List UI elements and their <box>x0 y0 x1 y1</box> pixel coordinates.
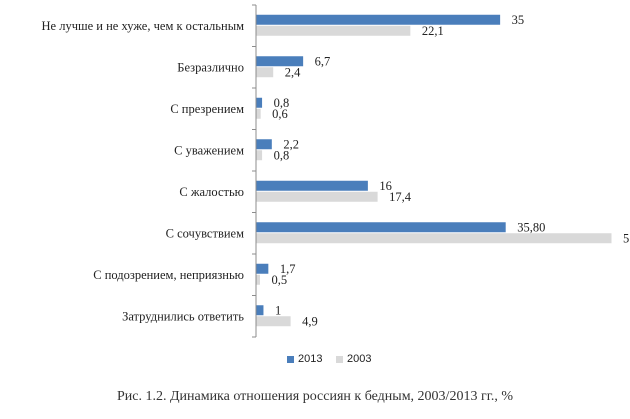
legend-swatch-2003 <box>336 355 343 363</box>
data-label-2013: 35 <box>512 13 525 27</box>
data-label-2003: 0,5 <box>271 273 287 287</box>
category-label: Затруднились ответить <box>122 309 244 323</box>
bar-2013 <box>256 180 368 191</box>
category-label: С уважением <box>174 143 244 157</box>
legend-item-2013: 2013 <box>287 353 322 365</box>
data-label-2013: 0,8 <box>274 96 290 110</box>
legend-label-2013: 2013 <box>298 353 323 365</box>
category-label: С сочувствием <box>166 226 244 240</box>
figure-caption: Рис. 1.2. Динамика отношения россиян к б… <box>116 389 514 404</box>
bar-2003 <box>256 25 411 36</box>
value-labels: 3522,16,72,40,80,62,20,81617,435,8051,00… <box>271 13 630 329</box>
data-label-2013: 6,7 <box>315 54 331 68</box>
bar-2003 <box>256 191 378 202</box>
bar-2003 <box>256 108 261 119</box>
data-label-2013: 2,2 <box>283 137 299 151</box>
bar-2003 <box>256 233 612 244</box>
bar-2013 <box>256 97 263 108</box>
bar-2013 <box>256 56 304 67</box>
data-label-2013: 1 <box>275 303 281 317</box>
category-label: С жалостью <box>179 185 244 199</box>
category-label: Не лучше и не хуже, чем к остальным <box>42 19 245 33</box>
bar-2013 <box>256 139 272 150</box>
legend-item-2003: 2003 <box>336 353 371 365</box>
bar-2013 <box>256 305 264 316</box>
data-label-2013: 16 <box>379 179 392 193</box>
data-label-2003: 0,6 <box>272 107 288 121</box>
bar-2013 <box>256 14 501 25</box>
bar-2003 <box>256 67 274 78</box>
data-label-2013: 35,80 <box>517 220 545 234</box>
category-label: С подозрением, неприязнью <box>93 268 244 282</box>
legend-swatch-2013 <box>287 355 294 363</box>
data-label-2013: 1,7 <box>280 262 296 276</box>
data-label-2003: 2,4 <box>285 65 301 79</box>
bar-2003 <box>256 274 260 285</box>
data-label-2003: 51,00 <box>623 231 630 245</box>
data-label-2003: 0,8 <box>274 148 290 162</box>
bar-chart: Не лучше и не хуже, чем к остальным Безра… <box>42 4 630 338</box>
bar-2013 <box>256 222 506 233</box>
legend: 2013 2003 <box>0 353 630 369</box>
data-label-2003: 17,4 <box>389 190 412 204</box>
category-labels: Не лучше и не хуже, чем к остальным Безра… <box>42 19 245 324</box>
y-axis-ticks <box>252 4 256 338</box>
legend-label-2003: 2003 <box>347 353 372 365</box>
category-label: С презрением <box>170 102 244 116</box>
data-label-2003: 4,9 <box>302 314 318 328</box>
bar-2003 <box>256 316 291 327</box>
category-label: Безразлично <box>177 60 244 74</box>
bar-2013 <box>256 263 269 274</box>
bars <box>256 14 612 327</box>
data-label-2003: 22,1 <box>422 24 444 38</box>
bar-2003 <box>256 150 263 161</box>
